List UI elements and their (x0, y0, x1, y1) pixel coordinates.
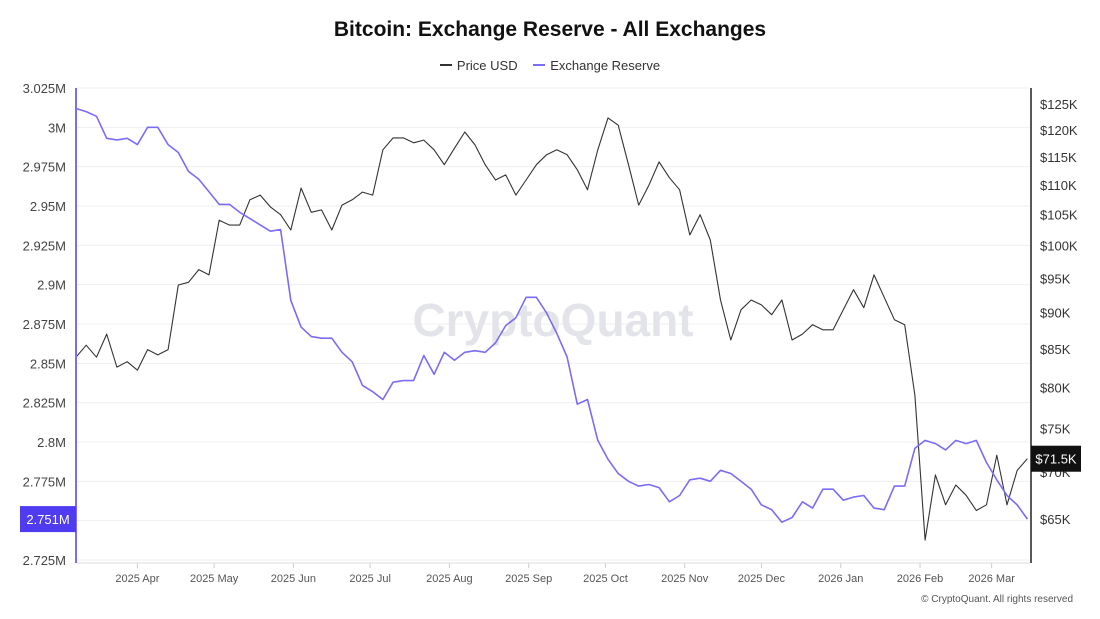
left-axis-tick-label: 2.925M (23, 238, 66, 253)
x-axis-tick-label: 2025 May (190, 573, 239, 585)
price-line (75, 117, 1028, 541)
chart-title: Bitcoin: Exchange Reserve - All Exchange… (333, 18, 767, 41)
x-axis-tick-label: 2026 Mar (968, 573, 1015, 585)
x-axis-tick-label: 2026 Feb (897, 573, 943, 585)
legend: Price USD Exchange Reserve (0, 54, 1100, 73)
right-axis-tick-label: $65K (1040, 512, 1071, 527)
right-axis-tick-label: $75K (1040, 421, 1071, 436)
legend-swatch-reserve (533, 64, 546, 66)
left-axis-tick-label: 2.875M (23, 317, 66, 332)
left-axis-tick-label: 2.8M (37, 435, 66, 450)
right-axis-tick-label: $110K (1040, 178, 1077, 193)
last-reserve-tag (20, 506, 76, 533)
x-axis-tick-label: 2025 Apr (115, 573, 159, 585)
x-axis-tick-label: 2025 Jun (271, 573, 316, 585)
x-axis-tick-label: 2025 Nov (661, 573, 709, 585)
last-price-tag (1031, 445, 1081, 472)
legend-swatch-price (439, 64, 452, 66)
left-axis-tick-label: 3M (48, 120, 66, 135)
left-axis-tick-label: 2.975M (23, 160, 66, 175)
legend-label-price: Price USD (456, 57, 518, 73)
legend-item-reserve[interactable]: Exchange Reserve (533, 58, 660, 73)
legend-item-price[interactable]: Price USD (439, 57, 518, 73)
x-axis-tick-label: 2026 Jan (818, 573, 863, 585)
left-axis-tick-label: 2.775M (23, 474, 66, 489)
left-axis-tick-label: 2.825M (23, 396, 66, 411)
right-axis-tick-label: $115K (1040, 150, 1077, 165)
x-axis-tick-label: 2025 Jul (349, 573, 391, 585)
right-axis-tick-label: $125K (1040, 97, 1078, 112)
reserve-line (75, 107, 1029, 524)
last-reserve-tag-label: 2.751M (26, 512, 69, 527)
last-price-tag-label: $71.5K (1035, 452, 1077, 467)
x-axis-tick-label: 2025 Aug (426, 573, 473, 585)
x-axis-tick-label: 2025 Sep (505, 573, 552, 585)
right-axis-tick-label: $100K (1040, 239, 1078, 254)
right-axis-tick-label: $120K (1040, 123, 1078, 138)
left-axis-tick-label: 2.9M (37, 278, 66, 293)
x-axis-tick-label: 2025 Dec (738, 573, 786, 585)
x-axis-tick-label: 2025 Oct (583, 573, 628, 585)
copyright-text: © CryptoQuant. All rights reserved (921, 594, 1073, 605)
left-axis-tick-label: 3.025M (23, 81, 66, 96)
right-axis-tick-label: $80K (1040, 380, 1071, 395)
right-axis-tick-label: $95K (1040, 271, 1071, 286)
right-axis-tick-label: $105K (1040, 208, 1078, 223)
left-axis-tick-label: 2.725M (23, 553, 66, 568)
right-axis-tick-label: $85K (1040, 342, 1071, 357)
left-axis-tick-label: 2.85M (30, 356, 66, 371)
right-axis-tick-label: $90K (1040, 306, 1071, 321)
left-axis-tick-label: 2.95M (30, 199, 66, 214)
watermark-logo: CryptoQuant (412, 294, 693, 346)
legend-label-reserve: Exchange Reserve (550, 57, 661, 73)
